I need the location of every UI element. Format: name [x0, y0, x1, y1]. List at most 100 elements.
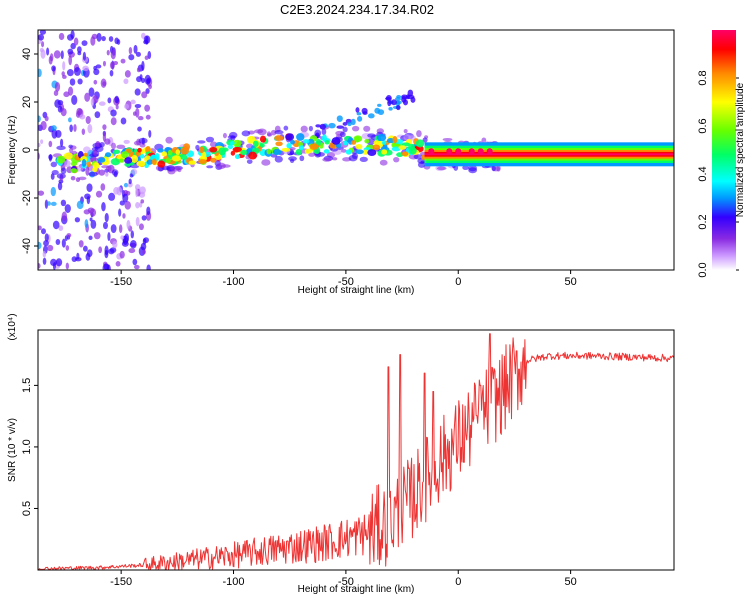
spectrogram-speckle	[78, 240, 84, 248]
spectrogram-speckle	[133, 264, 140, 270]
spectrogram-branch	[328, 122, 336, 129]
spectrogram-speckle	[50, 258, 57, 267]
spectrogram-ridge-blob	[401, 151, 409, 157]
spectrogram-speckle	[108, 192, 116, 201]
spectrogram-speckle	[120, 117, 127, 125]
colorbar-ticks: 0.0 0.2 0.4 0.6 0.8	[697, 70, 739, 278]
spectrogram-speckle	[44, 233, 49, 242]
spectrogram-y-tick-label: 0	[21, 147, 33, 153]
spectrogram-ridge-blob	[309, 143, 319, 150]
spectrogram-halo	[322, 157, 332, 162]
spectrogram-halo	[253, 129, 264, 134]
spectrogram-speckle	[58, 32, 65, 41]
spectrogram-y-axis-label: Frequency (Hz)	[7, 116, 18, 185]
spectrogram-speckle	[82, 51, 87, 61]
spectrogram-speckle	[104, 249, 109, 259]
spectrogram-speckle	[90, 97, 95, 107]
spectrogram-branch	[319, 123, 326, 130]
spectrogram-speckle	[130, 99, 136, 105]
spectrogram-ridge-blob	[331, 137, 341, 145]
spectrogram-halo	[92, 149, 98, 156]
spectrogram-speckle	[106, 264, 111, 270]
spectrogram-halo	[442, 137, 453, 142]
spectrogram-branch	[336, 115, 343, 122]
spectrogram-speckle	[66, 233, 72, 238]
spectrogram-speckle	[141, 91, 148, 99]
spectrogram-speckle	[70, 30, 75, 40]
spectrogram-halo	[50, 161, 58, 168]
spectrogram-speckle	[90, 36, 96, 46]
spectrogram-speckle	[38, 262, 41, 269]
spectrogram-halo	[246, 159, 253, 164]
spectrogram-speckle	[102, 124, 107, 130]
spectrogram-speckle	[55, 238, 61, 246]
spectrogram-halo	[341, 148, 347, 153]
spectrogram-halo	[342, 126, 348, 133]
spectrogram-speckle	[148, 129, 152, 138]
spectrogram-speckle	[140, 199, 145, 204]
spectrogram-y-tick-label: 40	[21, 48, 33, 60]
spectrogram-speckle	[118, 224, 123, 234]
spectrogram-speckle	[61, 211, 68, 222]
spectrogram-speckle	[110, 49, 116, 60]
spectrogram-speckle	[65, 245, 70, 251]
spectrogram-halo	[351, 125, 360, 132]
spectrogram-speckle	[38, 142, 41, 148]
spectrogram-ridge-blob	[275, 141, 283, 147]
spectrogram-branch	[347, 121, 352, 127]
spectrogram-ridge-blob	[392, 135, 398, 144]
spectrogram-branch	[396, 104, 401, 111]
spectrogram-branch	[387, 99, 392, 107]
spectrogram-speckle	[51, 65, 56, 72]
spectrogram-speckle	[86, 183, 93, 192]
spectrogram-ridge-blob	[381, 140, 387, 146]
spectrogram-speckle	[104, 212, 109, 223]
spectrogram-branch	[385, 97, 392, 101]
spectrogram-speckle	[47, 201, 51, 206]
spectrogram-halo	[56, 145, 66, 151]
spectrogram-ridge-blob	[199, 146, 205, 154]
spectrogram-speckle	[110, 224, 117, 234]
spectrogram-speckle	[114, 95, 120, 104]
spectrogram-speckle	[148, 84, 152, 90]
spectrogram-halo	[359, 156, 368, 162]
spectrogram-speckle	[132, 258, 138, 266]
spectrogram-halo	[222, 132, 227, 139]
spectrogram-x-tick-label: -100	[223, 276, 245, 288]
spectrogram-speckle	[63, 91, 70, 98]
spectrogram-speckle	[52, 220, 60, 230]
spectrogram-ridge-blob	[188, 160, 197, 165]
spectrogram-speckle	[67, 86, 74, 96]
spectrogram-branch	[410, 96, 416, 103]
spectrogram-ridge-blob	[362, 149, 370, 155]
spectrogram-speckle	[96, 32, 102, 42]
spectrogram-band-peak	[455, 148, 462, 155]
spectrogram-speckle	[142, 249, 146, 255]
spectrogram-x-tick-label: 50	[564, 276, 576, 288]
spectrogram-x-axis-label: Height of straight line (km)	[298, 285, 415, 296]
spectrogram-ridge-blob	[218, 147, 226, 156]
spectrogram-y-ticks: -40 -20 0 20 40	[21, 48, 38, 254]
spectrogram-ridge-blob	[324, 140, 330, 145]
spectrogram-speckle	[40, 120, 47, 131]
spectrogram-ridge-blob	[252, 140, 259, 147]
spectrogram-speckle	[110, 109, 117, 117]
colorbar-tick-label: 0.0	[697, 262, 709, 277]
spectrogram-halo	[290, 150, 295, 156]
spectrogram-ridge-blob	[178, 154, 188, 160]
spectrogram-ridge-blob	[285, 133, 295, 141]
spectrogram-ridge-blob	[240, 149, 248, 156]
spectrogram-speckle	[119, 250, 125, 259]
snr-frame	[37, 329, 675, 571]
colorbar: 0.0 0.2 0.4 0.6 0.8 Normalized spectral ampl…	[697, 30, 746, 278]
spectrogram-speckle	[66, 69, 74, 77]
spectrogram-speckle	[50, 201, 57, 207]
spectrogram-speckle	[50, 186, 56, 197]
spectrogram-speckle	[75, 257, 82, 262]
spectrogram-speckle	[95, 190, 103, 198]
spectrogram-ridge-blob	[146, 159, 153, 165]
spectrogram-ridge-blob	[295, 148, 302, 156]
spectrogram-branch	[391, 99, 397, 106]
spectrogram-speckle	[77, 78, 83, 85]
